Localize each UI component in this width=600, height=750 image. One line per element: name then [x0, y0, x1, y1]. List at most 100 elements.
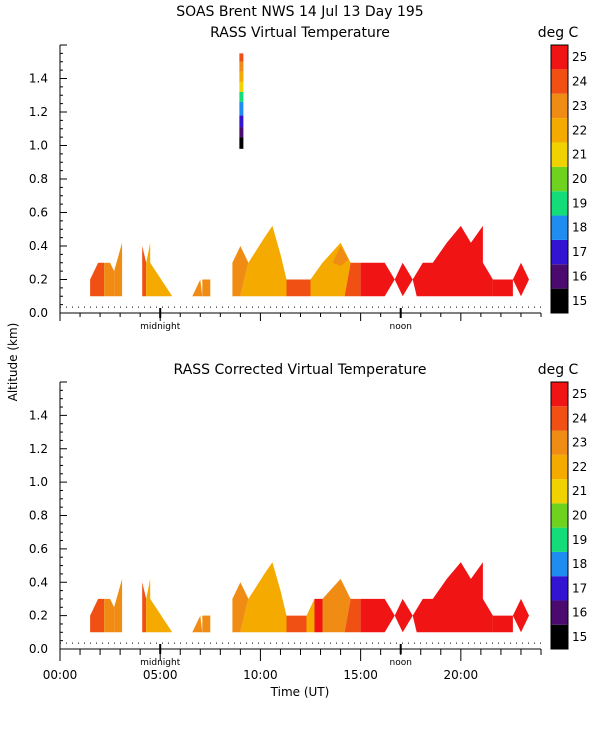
temperature-patch — [146, 578, 173, 633]
temperature-patch — [192, 279, 203, 297]
y-tick-label: 1.0 — [29, 139, 48, 153]
colorbar-label: 25 — [572, 387, 587, 401]
colorbar-swatch — [551, 600, 568, 625]
temperature-patch — [344, 598, 361, 633]
temperature-patch — [114, 578, 123, 633]
colorbar-swatch — [551, 118, 568, 143]
y-tick-label: 0.0 — [29, 306, 48, 320]
temperature-patch — [202, 279, 211, 297]
day-marker-label: midnight — [140, 658, 181, 668]
temperature-column-segment — [239, 127, 244, 138]
x-tick-label: 15:00 — [343, 668, 378, 682]
y-tick-label: 0.6 — [29, 206, 48, 220]
colorbar-label: 20 — [572, 509, 587, 523]
colorbar-swatch — [551, 191, 568, 216]
y-tick-label: 1.2 — [29, 442, 48, 456]
colorbar-label: 24 — [572, 411, 587, 425]
y-tick-label: 0.6 — [29, 542, 48, 556]
x-tick-label: 10:00 — [243, 668, 278, 682]
colorbar-swatch — [551, 69, 568, 94]
panel-corrected-virtual-temperature: RASS Corrected Virtual Temperature deg C… — [29, 362, 587, 682]
figure-title: SOAS Brent NWS 14 Jul 13 Day 195 — [176, 4, 423, 20]
temperature-patch — [360, 598, 395, 633]
colorbar-swatch — [551, 576, 568, 601]
y-tick-label: 0.2 — [29, 273, 48, 287]
temperature-patch — [104, 598, 115, 633]
x-tick-label: 00:00 — [43, 668, 78, 682]
y-tick-label: 0.4 — [29, 575, 48, 589]
y-tick-label: 0.0 — [29, 642, 48, 656]
colorbar-swatch — [551, 479, 568, 504]
colorbar-swatch — [551, 624, 568, 649]
y-axis-label: Altitude (km) — [6, 323, 20, 402]
colorbar-label: 23 — [572, 436, 587, 450]
temperature-patch — [286, 279, 311, 297]
y-tick-label: 1.4 — [29, 408, 48, 422]
temperature-patch — [512, 262, 529, 297]
colorbar-label: 16 — [572, 606, 587, 620]
temperature-patch — [332, 246, 349, 267]
temperature-patch — [306, 598, 315, 633]
colorbar-label: 17 — [572, 245, 587, 259]
temperature-column-segment — [239, 115, 244, 128]
colorbar-label: 23 — [572, 99, 587, 113]
temperature-column-segment — [239, 61, 244, 72]
panel-title: RASS Virtual Temperature — [210, 25, 390, 41]
temperature-column-segment — [239, 81, 244, 92]
y-tick-label: 1.4 — [29, 72, 48, 86]
colorbar-swatch — [551, 215, 568, 240]
temperature-patch — [202, 615, 211, 633]
colorbar-swatch — [551, 166, 568, 192]
colorbar-swatch — [551, 527, 568, 552]
colorbar-swatch — [551, 551, 568, 577]
x-axis-label: Time (UT) — [270, 685, 330, 699]
temperature-patch — [142, 582, 147, 633]
colorbar-swatch — [551, 45, 568, 70]
y-tick-label: 0.2 — [29, 609, 48, 623]
temperature-patch — [286, 615, 307, 633]
temperature-patch — [232, 582, 249, 633]
colorbar-label: 16 — [572, 269, 587, 283]
y-tick-label: 0.8 — [29, 172, 48, 186]
colorbar-swatch — [551, 264, 568, 289]
colorbar-unit: deg C — [538, 25, 579, 41]
colorbar-label: 18 — [572, 221, 587, 235]
colorbar-frame — [550, 381, 569, 650]
colorbar-swatch — [551, 503, 568, 528]
temperature-patch — [394, 598, 413, 633]
y-tick-label: 1.2 — [29, 105, 48, 119]
colorbar-label: 20 — [572, 172, 587, 186]
temperature-patch — [192, 615, 203, 633]
temperature-patch — [322, 578, 351, 633]
colorbar-label: 18 — [572, 557, 587, 571]
temperature-patch — [412, 562, 493, 633]
temperature-patch — [492, 279, 513, 297]
colorbar-unit: deg C — [538, 362, 579, 378]
colorbar-label: 19 — [572, 196, 587, 210]
temperature-column-segment — [239, 137, 244, 149]
temperature-column-segment — [239, 71, 244, 82]
temperature-patch — [114, 242, 123, 297]
x-tick-label: 05:00 — [143, 668, 178, 682]
colorbar-label: 15 — [572, 294, 587, 308]
colorbar-swatch — [551, 142, 568, 167]
temperature-patch — [394, 262, 413, 297]
x-tick-label: 20:00 — [444, 668, 479, 682]
colorbar-swatch — [551, 239, 568, 265]
temperature-patch — [344, 262, 361, 297]
temperature-patch — [512, 598, 529, 633]
colorbar-label: 19 — [572, 533, 587, 547]
temperature-patch — [146, 242, 173, 297]
colorbar-label: 24 — [572, 75, 587, 89]
temperature-patch — [232, 246, 249, 297]
temperature-patch — [412, 225, 493, 297]
temperature-patch — [360, 262, 395, 297]
colorbar-swatch — [551, 288, 568, 313]
colorbar-label: 21 — [572, 484, 587, 498]
temperature-patch — [90, 262, 105, 297]
y-tick-label: 0.4 — [29, 239, 48, 253]
colorbar-swatch — [551, 93, 568, 119]
temperature-column-segment — [239, 101, 244, 116]
colorbar-label: 17 — [572, 581, 587, 595]
